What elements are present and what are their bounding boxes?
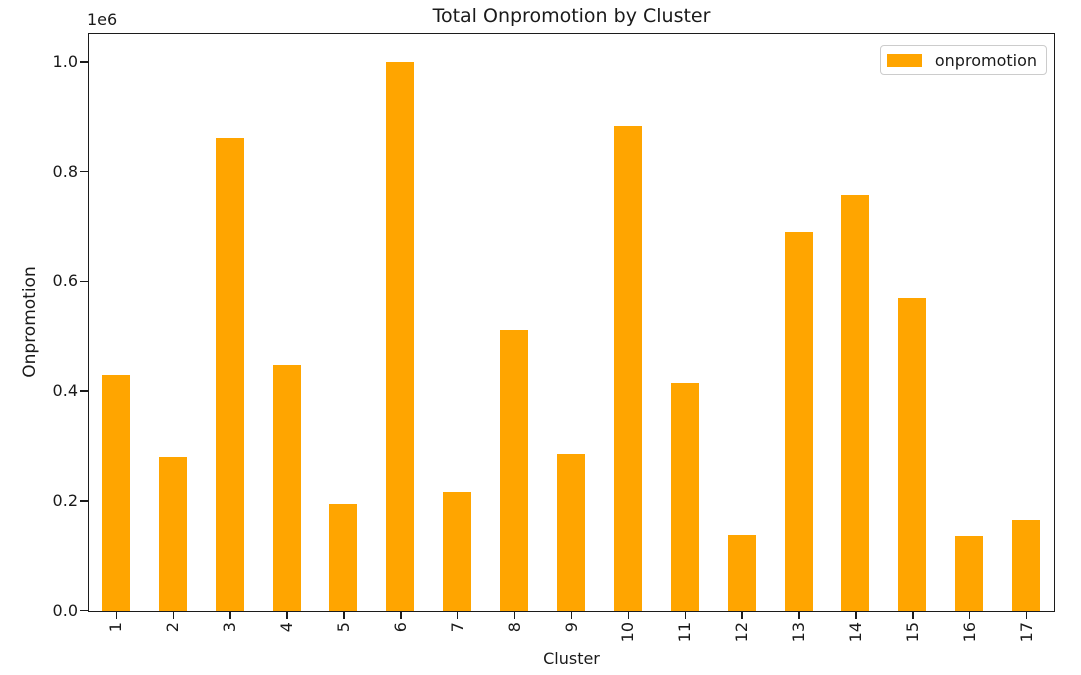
- bar-cluster-1: [101, 374, 130, 611]
- x-tick-mark-4: [286, 612, 288, 619]
- bar-cluster-16: [955, 535, 984, 611]
- y-tick-label-0.0: 0.0: [52, 600, 78, 620]
- y-tick-label-1.0: 1.0: [52, 51, 78, 71]
- bar-cluster-15: [898, 297, 927, 611]
- x-tick-mark-10: [627, 612, 630, 619]
- chart-title: Total Onpromotion by Cluster: [432, 5, 711, 27]
- bar-cluster-10: [613, 125, 642, 611]
- bar-cluster-14: [841, 194, 870, 611]
- legend: onpromotion: [879, 45, 1047, 75]
- bar-cluster-12: [727, 534, 756, 611]
- y-tick-mark-0.8: [80, 170, 88, 173]
- x-tick-mark-5: [343, 612, 345, 619]
- legend-swatch-icon: [886, 53, 922, 67]
- bar-cluster-13: [784, 231, 813, 611]
- x-tick-mark-8: [513, 612, 516, 619]
- x-tick-mark-11: [684, 612, 686, 619]
- y-tick-mark-1.0: [80, 61, 88, 63]
- x-tick-mark-17: [1025, 612, 1028, 619]
- x-tick-mark-2: [172, 612, 175, 619]
- y-tick-mark-0.6: [80, 280, 88, 283]
- legend-label: onpromotion: [934, 50, 1037, 70]
- bar-cluster-9: [557, 454, 585, 611]
- x-tick-mark-6: [400, 612, 402, 619]
- y-tick-label-0.8: 0.8: [52, 161, 78, 181]
- plot-area: onpromotion: [88, 33, 1055, 612]
- x-tick-mark-9: [570, 612, 573, 619]
- bar-cluster-6: [386, 62, 415, 611]
- x-tick-mark-14: [855, 612, 857, 619]
- y-tick-mark-0.4: [80, 390, 88, 392]
- x-tick-mark-1: [115, 612, 118, 619]
- bar-cluster-11: [670, 383, 699, 611]
- bar-cluster-2: [158, 457, 187, 611]
- y-axis-offset-label: 1e6: [87, 10, 118, 29]
- x-tick-mark-12: [741, 612, 743, 619]
- bar-cluster-8: [500, 330, 529, 611]
- x-tick-mark-3: [229, 612, 231, 619]
- y-tick-mark-0.2: [80, 500, 88, 502]
- x-tick-mark-13: [798, 612, 800, 619]
- bar-cluster-17: [1012, 519, 1041, 611]
- y-tick-mark-0.0: [80, 609, 88, 612]
- y-tick-label-0.4: 0.4: [52, 381, 78, 401]
- x-tick-mark-7: [456, 612, 459, 619]
- bar-cluster-3: [215, 138, 244, 611]
- x-tick-mark-15: [912, 612, 914, 619]
- y-tick-label-0.6: 0.6: [52, 271, 78, 291]
- bar-cluster-5: [329, 504, 358, 611]
- bar-cluster-7: [443, 491, 472, 611]
- x-tick-mark-16: [968, 612, 971, 619]
- bar-cluster-4: [272, 365, 301, 611]
- x-axis-label: Cluster: [543, 649, 600, 668]
- y-tick-label-0.2: 0.2: [52, 490, 78, 510]
